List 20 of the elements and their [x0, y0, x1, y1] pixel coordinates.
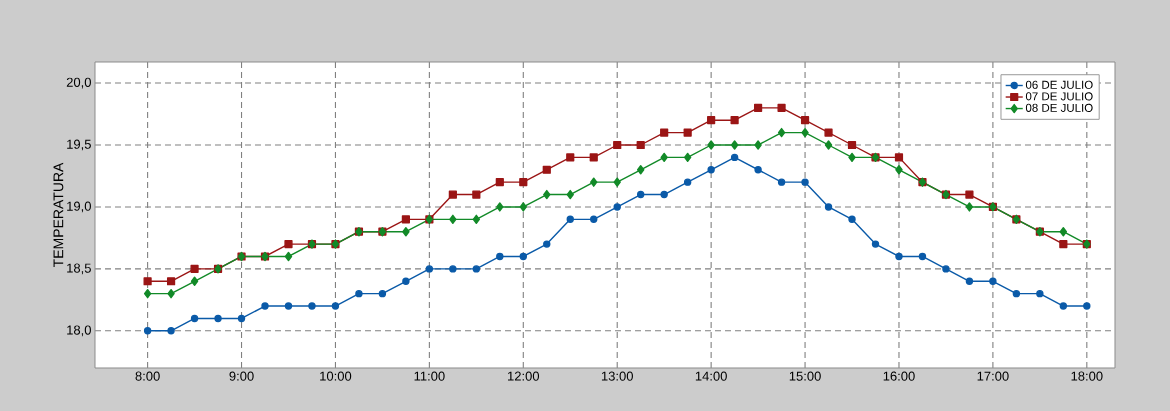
y-tick-label: 19,5: [67, 139, 91, 151]
x-tick-label: 9:00: [229, 371, 254, 381]
y-tick-label: 19,0: [67, 201, 91, 213]
y-tick-label: 18,0: [67, 325, 91, 337]
x-tick-label: 17:00: [977, 371, 1009, 381]
legend-label: 07 DE JULIO: [1025, 92, 1093, 101]
legend-label: 06 DE JULIO: [1025, 80, 1093, 89]
y-tick-label: 20,0: [66, 77, 91, 89]
x-tick-label: 18:00: [1071, 371, 1103, 381]
x-tick-label: 11:00: [414, 371, 445, 381]
x-tick-label: 15:00: [789, 371, 821, 381]
x-tick-label: 12:00: [508, 371, 540, 381]
x-tick-label: 13:00: [601, 371, 633, 381]
x-tick-label: 14:00: [695, 371, 727, 381]
x-tick-label: 8:00: [135, 371, 160, 381]
legend-label: 08 DE JULIO: [1025, 103, 1093, 112]
x-tick-label: 10:00: [320, 371, 352, 381]
x-tick-label: 16:00: [883, 371, 915, 381]
y-tick-label: 18,5: [67, 263, 91, 275]
y-axis-title: TEMPERATURA: [53, 162, 64, 268]
